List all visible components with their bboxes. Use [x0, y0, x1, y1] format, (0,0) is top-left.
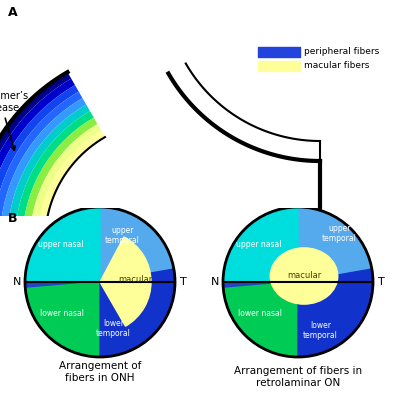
- Text: A: A: [8, 6, 18, 19]
- Wedge shape: [285, 207, 373, 282]
- Text: macular: macular: [287, 272, 321, 280]
- Text: macular fibers: macular fibers: [304, 62, 369, 70]
- Wedge shape: [25, 207, 100, 282]
- Text: upper
temporal: upper temporal: [322, 224, 357, 243]
- Circle shape: [25, 207, 175, 357]
- Circle shape: [223, 207, 373, 357]
- Ellipse shape: [270, 248, 338, 304]
- Text: T: T: [180, 277, 186, 287]
- Text: N: N: [13, 277, 21, 287]
- Text: lower nasal: lower nasal: [40, 309, 84, 318]
- Text: lower nasal: lower nasal: [238, 309, 282, 318]
- Polygon shape: [0, 72, 165, 400]
- Polygon shape: [0, 79, 165, 400]
- Text: Alzheimer’s
disease: Alzheimer’s disease: [0, 91, 29, 150]
- Text: upper nasal: upper nasal: [38, 240, 84, 249]
- Polygon shape: [0, 85, 165, 400]
- Polygon shape: [8, 105, 165, 400]
- Wedge shape: [298, 269, 373, 357]
- Text: T: T: [378, 277, 384, 287]
- Text: lower
temporal: lower temporal: [303, 321, 338, 340]
- Text: macular: macular: [118, 274, 152, 284]
- Wedge shape: [223, 282, 304, 357]
- Wedge shape: [25, 282, 106, 357]
- Polygon shape: [0, 98, 165, 400]
- Polygon shape: [38, 130, 165, 400]
- Polygon shape: [30, 124, 165, 400]
- Polygon shape: [15, 111, 165, 400]
- Text: Arrangement of fibers in
retrolaminar ON: Arrangement of fibers in retrolaminar ON: [234, 366, 362, 388]
- Text: lower
temporal: lower temporal: [96, 319, 131, 338]
- Polygon shape: [22, 118, 165, 400]
- Text: Parkinson’s
disease: Parkinson’s disease: [0, 399, 1, 400]
- Text: B: B: [8, 212, 18, 225]
- Text: peripheral fibers: peripheral fibers: [304, 48, 379, 56]
- Wedge shape: [223, 207, 298, 282]
- Text: N: N: [211, 277, 219, 287]
- Polygon shape: [0, 92, 165, 400]
- Text: Arrangement of
fibers in ONH: Arrangement of fibers in ONH: [59, 361, 141, 383]
- Wedge shape: [100, 269, 175, 357]
- Text: upper
temporal: upper temporal: [105, 226, 140, 245]
- Wedge shape: [100, 237, 151, 326]
- Wedge shape: [87, 207, 175, 282]
- Text: upper nasal: upper nasal: [236, 240, 282, 249]
